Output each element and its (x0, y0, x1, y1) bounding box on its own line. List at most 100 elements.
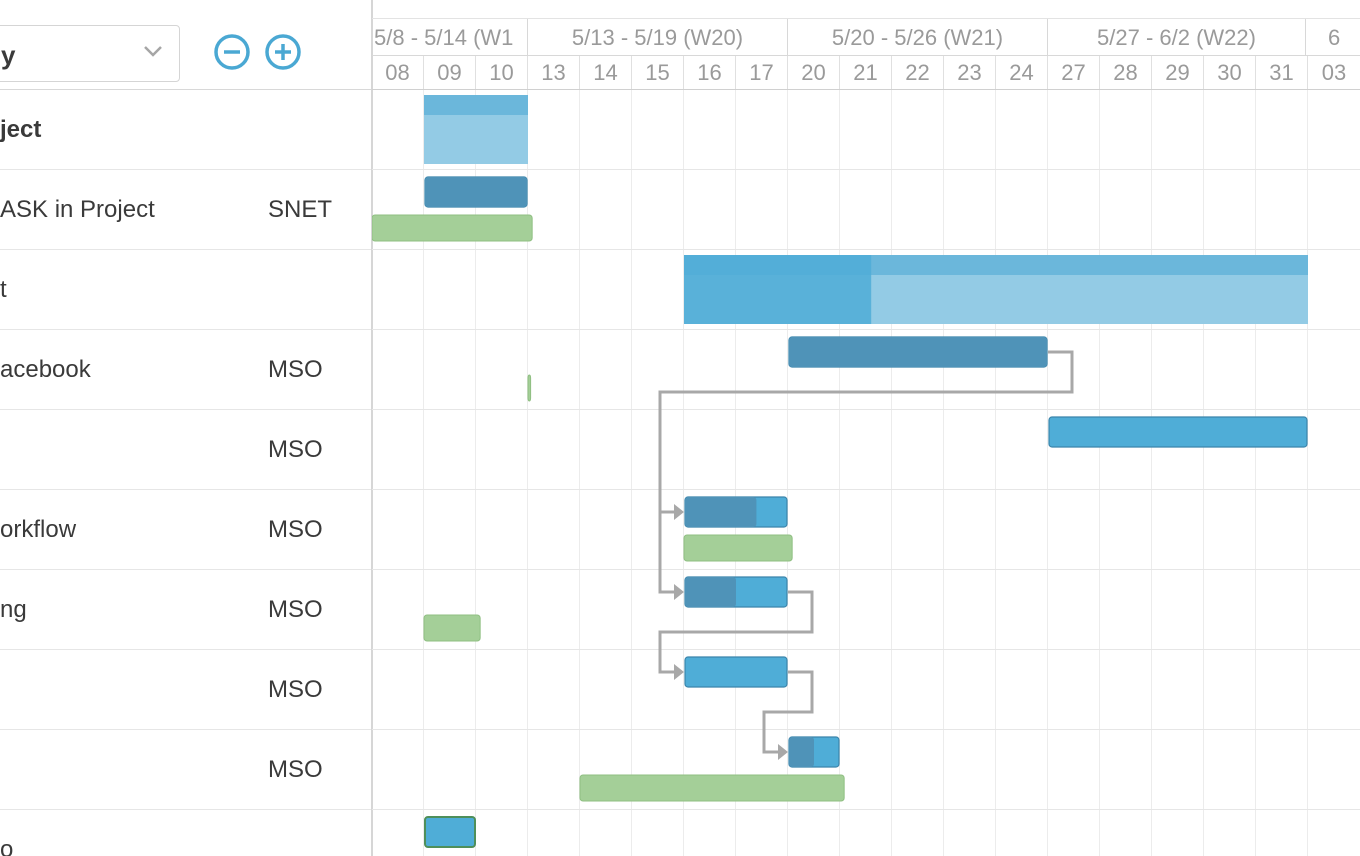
day-header: 22 (892, 56, 944, 90)
day-gridline (1047, 90, 1048, 856)
gantt-timeline[interactable]: 5/8 - 5/14 (W1 5/13 - 5/19 (W20) 5/20 - … (372, 0, 1360, 856)
day-header: 13 (528, 56, 580, 90)
task-name: acebook (0, 356, 91, 383)
day-gridline (423, 90, 424, 856)
task-row[interactable]: MSO (0, 410, 371, 490)
task-row[interactable]: o (0, 810, 371, 856)
task-row[interactable]: t (0, 250, 371, 330)
task-row[interactable]: ASK in Project SNET (0, 170, 371, 250)
summary-progress (684, 255, 872, 324)
day-gridline (943, 90, 944, 856)
group-by-value: y (1, 40, 16, 70)
day-header: 20 (788, 56, 840, 90)
row-gridline (372, 329, 1360, 330)
day-gridline (787, 90, 788, 856)
day-header: 31 (1256, 56, 1308, 90)
row-gridline (372, 569, 1360, 570)
dependency-link[interactable] (762, 670, 814, 754)
chevron-down-icon (144, 46, 162, 57)
task-row[interactable]: MSO (0, 730, 371, 810)
week-header: 5/13 - 5/19 (W20) (528, 19, 788, 55)
day-header: 08 (372, 56, 424, 90)
task-constraint: MSO (268, 356, 323, 383)
row-gridline (372, 729, 1360, 730)
row-gridline (372, 169, 1360, 170)
task-constraint: MSO (268, 436, 323, 463)
task-bar[interactable] (684, 656, 788, 688)
gantt-bars[interactable] (372, 0, 1360, 856)
dependency-link[interactable] (658, 350, 1074, 594)
task-progress (789, 737, 814, 767)
task-progress (685, 577, 736, 607)
zoom-out-icon[interactable] (213, 33, 251, 71)
baseline-bar (372, 214, 533, 242)
task-progress (425, 177, 527, 207)
task-bar[interactable] (1048, 416, 1308, 448)
summary-bar-cap (424, 95, 528, 115)
week-header: 6 (1328, 25, 1341, 50)
dependency-arrow-icon (674, 664, 684, 680)
baseline-bar (683, 534, 793, 562)
week-header: 5/27 - 6/2 (W22) (1048, 19, 1306, 55)
dependency-arrow-icon (778, 744, 788, 760)
day-gridline (1151, 90, 1152, 856)
task-constraint: MSO (268, 676, 323, 703)
week-header: 5/20 - 5/26 (W21) (788, 19, 1048, 55)
day-header: 27 (1048, 56, 1100, 90)
day-gridline (735, 90, 736, 856)
group-by-dropdown[interactable]: y (0, 25, 180, 82)
task-name: orkflow (0, 516, 77, 543)
week-header: 5/8 - 5/14 (W1 (372, 19, 528, 55)
task-grid-panel: y ject ASK in Project SNET t acebook MSO… (0, 0, 373, 856)
task-row[interactable]: acebook MSO (0, 330, 371, 410)
task-name: t (0, 276, 7, 303)
row-gridline (372, 649, 1360, 650)
day-gridline (527, 90, 528, 856)
day-header: 16 (684, 56, 736, 90)
task-row[interactable]: ject (0, 90, 371, 170)
dependency-arrow-icon (674, 504, 684, 520)
baseline-bar (423, 614, 481, 642)
task-constraint: MSO (268, 596, 323, 623)
task-progress (685, 497, 757, 527)
day-header: 24 (996, 56, 1048, 90)
task-progress (789, 337, 1047, 367)
task-row[interactable]: orkflow MSO (0, 490, 371, 570)
baseline-bar (527, 374, 532, 402)
task-bar[interactable] (424, 816, 476, 848)
day-header: 28 (1100, 56, 1152, 90)
task-constraint: MSO (268, 756, 323, 783)
day-gridline (683, 90, 684, 856)
day-header: 29 (1152, 56, 1204, 90)
baseline-bar (579, 774, 845, 802)
dependency-link[interactable] (658, 590, 814, 674)
row-gridline (372, 809, 1360, 810)
day-header: 21 (840, 56, 892, 90)
day-gridline (839, 90, 840, 856)
day-gridline (579, 90, 580, 856)
task-row[interactable]: ng MSO (0, 570, 371, 650)
header-day-divider (372, 55, 1360, 56)
task-constraint: SNET (268, 196, 333, 223)
day-gridline (995, 90, 996, 856)
day-header: 23 (944, 56, 996, 90)
timeline-header-divider (372, 89, 1360, 90)
row-gridline (372, 409, 1360, 410)
day-header: 15 (632, 56, 684, 90)
task-row[interactable]: MSO (0, 650, 371, 730)
task-name: o (0, 836, 14, 856)
zoom-in-icon[interactable] (264, 33, 302, 71)
day-gridline (631, 90, 632, 856)
dependency-link[interactable] (658, 350, 1074, 514)
task-name: ject (0, 116, 42, 143)
header-top-divider (372, 18, 1360, 19)
day-gridline (475, 90, 476, 856)
task-name: ng (0, 596, 27, 623)
day-gridline (1307, 90, 1308, 856)
day-header: 17 (736, 56, 788, 90)
day-header: 10 (476, 56, 528, 90)
day-header: 30 (1204, 56, 1256, 90)
day-header: 14 (580, 56, 632, 90)
day-gridline (891, 90, 892, 856)
row-gridline (372, 249, 1360, 250)
